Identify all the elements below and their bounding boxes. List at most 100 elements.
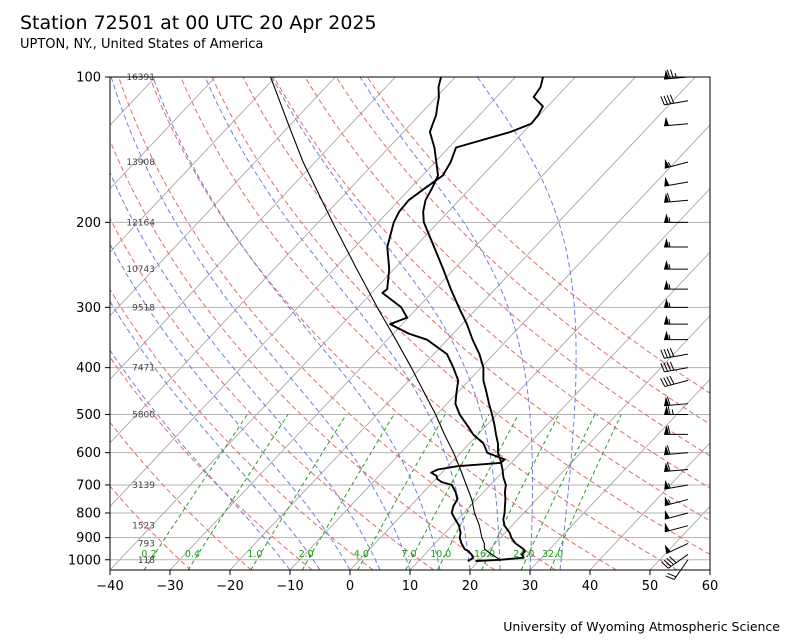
dry-adiabat bbox=[273, 77, 710, 489]
y-tick-label: 400 bbox=[76, 361, 101, 376]
wind-barb bbox=[661, 554, 689, 569]
wind-barb bbox=[664, 330, 688, 341]
isotherm-line bbox=[110, 77, 456, 444]
isotherm-line bbox=[229, 77, 696, 570]
moist-adiabat bbox=[271, 77, 501, 570]
x-tick-label: 60 bbox=[702, 579, 719, 594]
wind-barb bbox=[660, 94, 689, 106]
wind-barb bbox=[660, 375, 689, 388]
y-tick-label: 200 bbox=[76, 216, 101, 231]
moist-adiabat bbox=[110, 77, 411, 570]
moist-adiabat bbox=[359, 77, 533, 570]
wind-barb bbox=[664, 315, 688, 325]
dry-adiabat bbox=[110, 421, 252, 570]
y-axis: 100 200 300 400 500 600 700 800 900 1000 bbox=[68, 71, 110, 568]
wind-barb bbox=[664, 509, 689, 520]
x-tick-label: −10 bbox=[276, 579, 303, 594]
isotherm-line bbox=[110, 77, 396, 380]
mixing-ratio-label: 4.0 bbox=[354, 549, 369, 560]
x-tick-label: −40 bbox=[96, 579, 123, 594]
mixing-ratio-line bbox=[143, 414, 248, 570]
mixing-ratio-label: 0.2 bbox=[141, 549, 156, 560]
wind-barb bbox=[664, 425, 688, 435]
parcel-trace bbox=[270, 77, 501, 561]
dry-adiabat bbox=[110, 485, 191, 570]
isotherm-line bbox=[409, 251, 710, 570]
height-label: 793 bbox=[138, 539, 155, 549]
dry-adiabat bbox=[180, 77, 678, 570]
isotherm-line bbox=[529, 378, 710, 570]
wind-barb bbox=[664, 260, 688, 270]
wind-barb bbox=[664, 405, 688, 415]
moist-adiabat bbox=[110, 300, 321, 570]
wind-barb bbox=[664, 445, 689, 456]
mixing-ratio-label: 0.4 bbox=[185, 549, 200, 560]
mixing-ratio-label: 7.0 bbox=[401, 549, 416, 560]
wind-barb bbox=[660, 347, 689, 359]
height-label: 12164 bbox=[126, 218, 155, 228]
wind-barb bbox=[664, 69, 689, 80]
dry-adiabat bbox=[211, 77, 710, 555]
dry-adiabat bbox=[366, 77, 710, 394]
wind-barb bbox=[664, 542, 689, 555]
mixing-ratio-label: 2.0 bbox=[299, 549, 314, 560]
dry-adiabat bbox=[110, 139, 495, 570]
isotherm-line bbox=[649, 505, 710, 570]
isotherm-line bbox=[0, 77, 95, 570]
height-label: 7471 bbox=[132, 364, 155, 374]
x-tick-label: −30 bbox=[156, 579, 183, 594]
wind-barb bbox=[664, 116, 689, 127]
mixing-ratio-label: 24.0 bbox=[513, 549, 534, 560]
dewpoint-trace bbox=[381, 77, 544, 562]
y-tick-label: 1000 bbox=[68, 553, 101, 568]
x-tick-label: 50 bbox=[642, 579, 659, 594]
wind-barb bbox=[664, 396, 689, 407]
moist-adiabat bbox=[110, 349, 291, 570]
height-label: 10743 bbox=[126, 265, 155, 275]
x-tick-label: −20 bbox=[216, 579, 243, 594]
height-label: 13908 bbox=[126, 158, 155, 168]
isotherm-line bbox=[0, 77, 35, 570]
grid-lines bbox=[0, 77, 710, 570]
mixing-ratio-line bbox=[481, 414, 560, 570]
wind-barb bbox=[664, 176, 689, 187]
plot-frame bbox=[109, 76, 711, 571]
dry-adiabat bbox=[304, 77, 710, 457]
dry-adiabat bbox=[118, 77, 556, 570]
isotherm-line bbox=[110, 77, 576, 570]
mixing-ratio-line bbox=[250, 414, 347, 570]
height-label: 118 bbox=[138, 556, 155, 566]
wind-barb bbox=[664, 238, 688, 248]
height-label: 9518 bbox=[132, 303, 155, 313]
x-tick-label: 20 bbox=[462, 579, 479, 594]
mixing-ratio-label: 10.0 bbox=[430, 549, 451, 560]
isotherm-line bbox=[349, 187, 710, 570]
isotherm-line bbox=[589, 442, 710, 570]
y-tick-label: 600 bbox=[76, 446, 101, 461]
mixing-ratio-label: 1.0 bbox=[247, 549, 262, 560]
height-label: 5800 bbox=[132, 410, 155, 420]
dry-adiabat bbox=[149, 77, 617, 570]
wind-barb bbox=[664, 298, 688, 308]
isotherm-line bbox=[110, 77, 276, 253]
chart-subtitle: UPTON, NY., United States of America bbox=[20, 37, 264, 52]
isotherm-line bbox=[110, 77, 516, 508]
wind-barb bbox=[664, 496, 689, 507]
wind-barbs bbox=[660, 69, 689, 580]
mixing-ratio-line bbox=[187, 414, 289, 570]
x-tick-label: 30 bbox=[522, 579, 539, 594]
x-tick-label: 0 bbox=[346, 579, 354, 594]
height-label: 16391 bbox=[126, 73, 155, 83]
mixing-ratio-labels: 0.2 0.4 1.0 2.0 4.0 7.0 10.0 16.0 24.0 32.0 bbox=[141, 549, 563, 560]
mixing-ratio-line bbox=[301, 414, 395, 570]
y-tick-label: 700 bbox=[76, 478, 101, 493]
chart-title: Station 72501 at 00 UTC 20 Apr 2025 bbox=[20, 12, 377, 34]
height-labels: 16391 13908 12164 10743 9518 7471 5800 3139 1523… bbox=[126, 73, 155, 566]
wind-barb bbox=[664, 522, 689, 533]
mixing-ratio-line bbox=[437, 414, 519, 570]
mixing-ratio-line bbox=[405, 414, 490, 570]
mixing-ratio-line bbox=[357, 414, 446, 570]
dry-adiabat bbox=[242, 77, 710, 522]
isotherm-line bbox=[469, 315, 710, 570]
